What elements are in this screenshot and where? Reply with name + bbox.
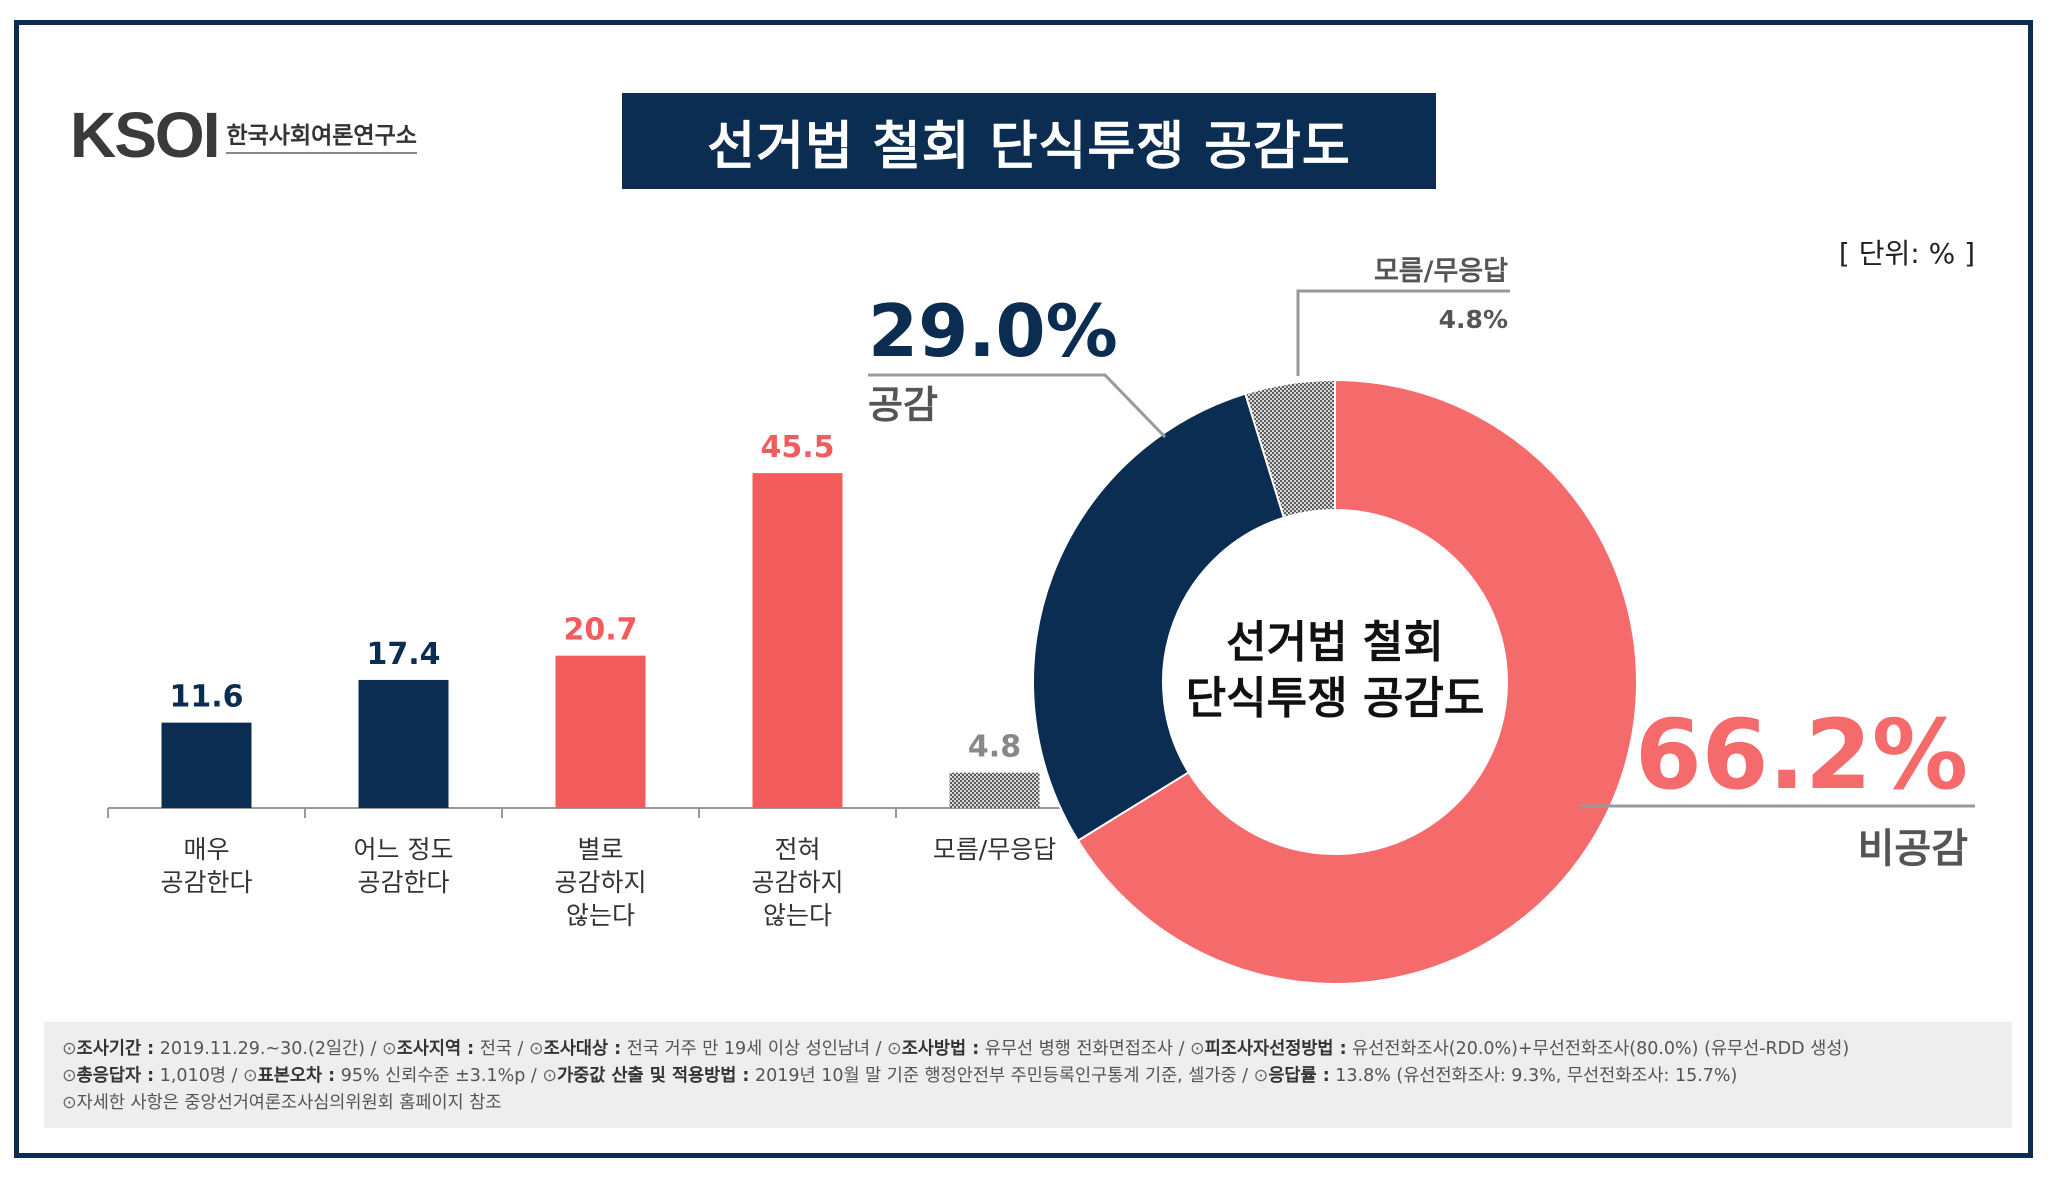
donut-name-disagree: 비공감 (1858, 826, 1969, 872)
donut-name-unknown: 모름/무응답 (1374, 256, 1508, 287)
logo-org-name: 한국사회여론연구소 (226, 116, 417, 154)
bar-1 (161, 722, 252, 808)
footnote-bullet-icon: ⊙ (1190, 1039, 1205, 1059)
bar-value-label: 11.6 (169, 680, 243, 715)
donut-slice-비공감 (1076, 378, 1638, 985)
unit-label: [ 단위: % ] (1838, 237, 1975, 270)
footnote-separator: / (525, 1066, 543, 1086)
bar-value-label: 4.8 (968, 730, 1021, 765)
category-label-line: 매우 (183, 835, 229, 864)
category-label-line: 않는다 (763, 901, 832, 930)
footnote-value: 전국 (474, 1039, 512, 1059)
footnote-separator: / (511, 1039, 529, 1059)
footnote-line-1: ⊙조사기간 : 2019.11.29.~30.(2일간) / ⊙조사지역 : 전… (62, 1036, 1994, 1063)
footnote-key: 총응답자 : (76, 1066, 155, 1086)
footnote-bullet-icon: ⊙ (528, 1039, 544, 1059)
category-label-line: 공감하지 (751, 868, 843, 897)
footnote-value: 1,010명 (154, 1066, 226, 1086)
donut-value-disagree: 66.2% (1635, 699, 1968, 811)
bar-value-label: 45.5 (760, 430, 834, 465)
footnote-line-2: ⊙총응답자 : 1,010명 / ⊙표본오차 : 95% 신뢰수준 ±3.1%p… (62, 1063, 1994, 1090)
footnote-bullet-icon: ⊙ (887, 1039, 902, 1059)
footnote-key: 표본오차 : (257, 1066, 336, 1086)
bar-value-label: 17.4 (366, 637, 440, 672)
footnote-key: 조사대상 : (543, 1039, 622, 1059)
footnote-value: 13.8% (유선전화조사: 9.3%, 무선전화조사: 15.7%) (1329, 1066, 1738, 1086)
footnote-separator: / (225, 1066, 243, 1086)
footnote-separator: / (1173, 1039, 1191, 1059)
bar-4 (752, 473, 843, 808)
footnote-key: 조사기간 : (76, 1039, 155, 1059)
survey-footnote: ⊙조사기간 : 2019.11.29.~30.(2일간) / ⊙조사지역 : 전… (44, 1022, 2012, 1128)
footnote-value: 유무선 병행 전화면접조사 (979, 1039, 1173, 1059)
footnote-key: 피조사자선정방법 : (1204, 1039, 1347, 1059)
footnote-value: 전국 거주 만 19세 이상 성인남녀 (621, 1039, 870, 1059)
footnote-bullet-icon: ⊙ (1253, 1066, 1269, 1086)
footnote-value: 유선전화조사(20.0%)+무선전화조사(80.0%) (유무선-RDD 생성) (1346, 1039, 1850, 1059)
footnote-reference: 자세한 사항은 중앙선거여론조사심의위원회 홈페이지 참조 (76, 1093, 502, 1113)
footnote-key: 가중값 산출 및 적용방법 : (557, 1066, 750, 1086)
donut-name-agree: 공감 (868, 383, 938, 427)
callout-line-unknown (1296, 289, 1510, 376)
footnote-bullet-icon: ⊙ (382, 1039, 397, 1059)
category-label-line: 모름/무응답 (933, 835, 1056, 864)
logo-mark: KSOI (70, 99, 220, 171)
footnote-value: 95% 신뢰수준 ±3.1%p (335, 1066, 526, 1086)
footnote-bullet-icon: ⊙ (62, 1066, 77, 1086)
donut-center-label: 선거법 철회 단식투쟁 공감도 (1186, 617, 1485, 724)
footnote-bullet-icon: ⊙ (242, 1066, 258, 1086)
category-label-line: 전혀 (774, 835, 820, 864)
bar-5 (949, 772, 1040, 808)
donut-slice-모름/무응답 (1244, 378, 1336, 520)
footnote-key: 응답률 : (1268, 1066, 1330, 1086)
category-label-line: 어느 정도 (354, 835, 454, 864)
chart-frame (14, 20, 2033, 1158)
donut-center-label-line: 단식투쟁 공감도 (1186, 673, 1485, 724)
footnote-bullet-icon: ⊙ (542, 1066, 558, 1086)
bar-3 (555, 655, 646, 808)
bar-2 (358, 679, 449, 808)
donut-center-label-line: 선거법 철회 (1226, 617, 1444, 668)
footnote-key: 조사방법 : (901, 1039, 980, 1059)
category-label-line: 공감하지 (554, 868, 646, 897)
page-title: 선거법 철회 단식투쟁 공감도 (622, 93, 1436, 189)
donut-value-agree: 29.0% (868, 289, 1118, 373)
category-label: 모름/무응답 (933, 835, 1056, 864)
donut-slice-공감 (1032, 392, 1286, 842)
bar-value-label: 20.7 (563, 613, 637, 648)
footnote-bullet-icon: ⊙ (62, 1039, 77, 1059)
footnote-separator: / (870, 1039, 888, 1059)
category-label-line: 공감한다 (357, 868, 449, 897)
callout-line-agree (868, 373, 1167, 439)
donut-value-unknown: 4.8% (1439, 305, 1508, 334)
footnote-key: 조사지역 : (396, 1039, 475, 1059)
footnote-separator: / (1236, 1066, 1254, 1086)
footnote-value: 2019년 10월 말 기준 행정안전부 주민등록인구통계 기준, 셀가중 (749, 1066, 1237, 1086)
footnote-separator: / (364, 1039, 383, 1059)
ksoi-logo: KSOI 한국사회여론연구소 (70, 99, 417, 171)
category-label-line: 공감한다 (160, 868, 252, 897)
footnote-value: 2019.11.29.~30.(2일간) (154, 1039, 365, 1059)
category-label-line: 않는다 (566, 901, 635, 930)
category-label-line: 별로 (577, 835, 623, 864)
footnote-line-3: ⊙자세한 사항은 중앙선거여론조사심의위원회 홈페이지 참조 (62, 1093, 502, 1113)
